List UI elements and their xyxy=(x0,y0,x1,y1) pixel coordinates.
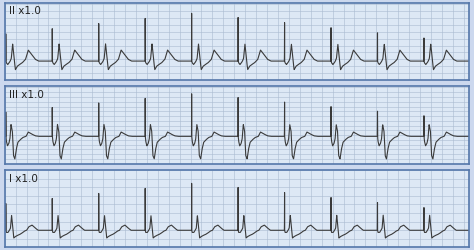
Text: III x1.0: III x1.0 xyxy=(9,90,44,100)
Text: II x1.0: II x1.0 xyxy=(9,6,41,16)
Text: I x1.0: I x1.0 xyxy=(9,174,38,184)
